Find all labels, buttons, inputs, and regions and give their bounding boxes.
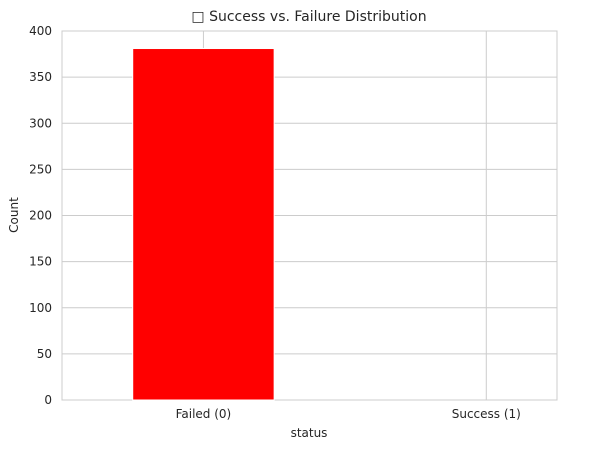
x-axis-label: status bbox=[291, 426, 328, 440]
y-tick-label: 200 bbox=[29, 209, 52, 223]
y-tick-labels: 0 50 100 150 200 250 300 350 400 bbox=[29, 24, 52, 407]
bar bbox=[132, 48, 275, 401]
y-tick-label: 300 bbox=[29, 116, 52, 130]
y-tick-label: 0 bbox=[44, 393, 52, 407]
y-tick-label: 350 bbox=[29, 70, 52, 84]
x-tick-label: Success (1) bbox=[452, 407, 521, 421]
y-tick-label: 400 bbox=[29, 24, 52, 38]
y-tick-label: 150 bbox=[29, 255, 52, 269]
y-tick-label: 50 bbox=[37, 347, 52, 361]
y-tick-label: 100 bbox=[29, 301, 52, 315]
y-axis-label: Count bbox=[7, 197, 21, 233]
plot-frame bbox=[61, 30, 558, 401]
x-tick-labels: Failed (0) Success (1) bbox=[176, 407, 521, 421]
bars bbox=[132, 48, 275, 401]
y-tick-label: 250 bbox=[29, 162, 52, 176]
chart-title: □ Success vs. Failure Distribution bbox=[191, 9, 426, 25]
x-tick-label: Failed (0) bbox=[176, 407, 232, 421]
